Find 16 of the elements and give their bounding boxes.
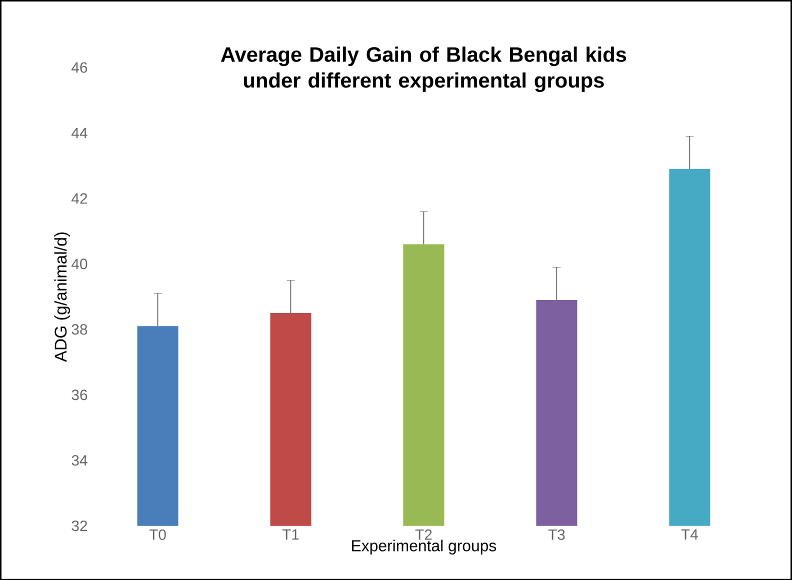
- y-tick-label: 46: [72, 62, 88, 73]
- y-tick-label: 42: [72, 193, 88, 204]
- x-tick-label: T2: [415, 529, 432, 540]
- y-axis-title: ADG (g/animal/d): [54, 232, 70, 362]
- x-tick-label: T1: [282, 529, 299, 540]
- x-axis-title: Experimental groups: [352, 540, 496, 554]
- y-tick-label: 44: [72, 128, 88, 138]
- x-tick-label: T0: [149, 529, 166, 540]
- y-tick-label: 38: [72, 324, 88, 335]
- x-tick-label: T4: [681, 529, 698, 540]
- y-tick-label: 34: [72, 454, 88, 466]
- y-tick-label: 32: [72, 520, 88, 531]
- chart-title: Average Daily Gain of Black Bengal kids under different experimental groups: [220, 46, 626, 92]
- y-tick-label: 36: [72, 389, 88, 400]
- y-tick-label: 40: [72, 258, 88, 270]
- x-tick-label: T3: [548, 529, 565, 540]
